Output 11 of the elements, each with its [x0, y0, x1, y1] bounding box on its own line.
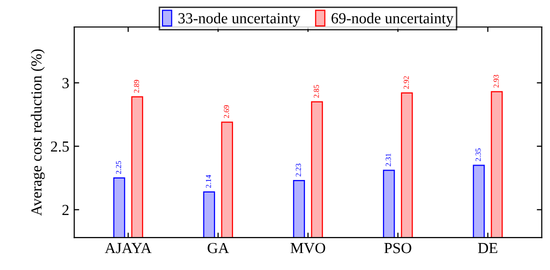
legend-label: 69-node uncertainty: [332, 12, 454, 27]
x-tick-label: AJAYA: [104, 242, 152, 254]
legend-label: 33-node uncertainty: [178, 12, 300, 27]
y-tick-label: 2.5: [50, 141, 69, 152]
x-tick-label: DE: [478, 243, 498, 254]
x-tick-label: MVO: [290, 242, 326, 254]
x-tick-label: GA: [208, 242, 230, 254]
y-axis-title: Average cost reduction (%): [30, 49, 45, 216]
x-tick-label: PSO: [384, 242, 412, 254]
y-tick-label: 2: [62, 204, 69, 215]
y-tick-label: 3: [62, 78, 69, 88]
